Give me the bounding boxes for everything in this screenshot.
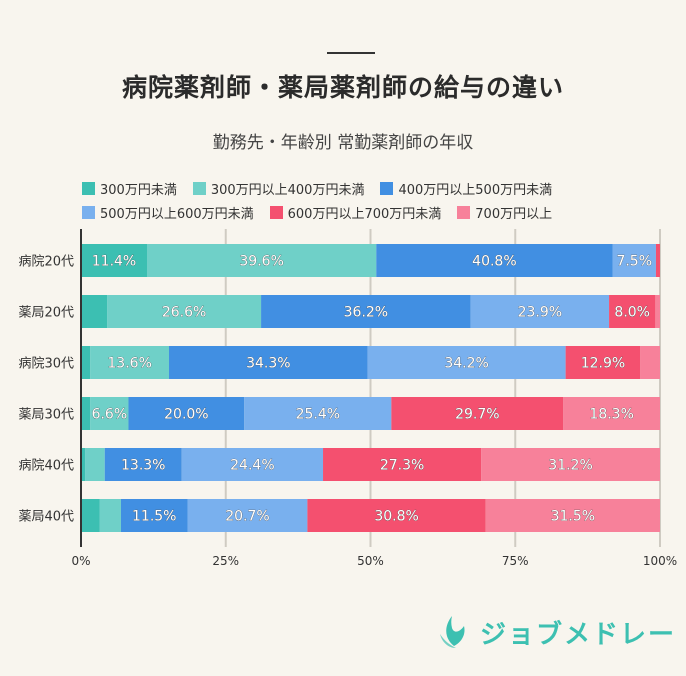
jobmedley-logo-icon	[440, 616, 465, 648]
bar-segment	[367, 346, 566, 379]
legend-row: 300万円未満 300万円以上400万円未満 400万円以上500万円未満	[82, 176, 672, 200]
data-label: 26.6%	[162, 305, 206, 321]
legend-swatch	[269, 205, 283, 219]
data-label: 34.3%	[246, 356, 290, 372]
bar-segment	[120, 499, 188, 532]
bar-segment	[187, 499, 308, 532]
legend-swatch	[82, 181, 95, 195]
bar-segment	[485, 499, 660, 532]
legend-label: 500万円以上600万円未満	[100, 206, 254, 222]
bar-segment	[81, 346, 91, 379]
legend-item: 300万円未満	[82, 179, 177, 198]
category-label: 薬局40代	[18, 510, 74, 525]
legend-swatch	[192, 181, 206, 195]
bar-segment	[90, 346, 170, 379]
bar-segment	[107, 295, 262, 328]
category-label: 薬局20代	[18, 306, 74, 321]
legend-item: 600万円以上700万円未満	[269, 203, 442, 222]
data-label: 24.4%	[230, 458, 274, 474]
bar-segment	[99, 499, 121, 532]
legend-swatch	[82, 205, 95, 219]
legend-label: 700万円以上	[475, 206, 553, 222]
bar-segment	[81, 295, 108, 328]
bar-segment	[655, 295, 660, 328]
legend-swatch	[457, 205, 471, 219]
legend-item: 300万円以上400万円未満	[192, 179, 365, 198]
data-label: 36.2%	[344, 305, 388, 321]
data-label: 29.7%	[455, 407, 499, 423]
legend: 300万円未満 300万円以上400万円未満 400万円以上500万円未満 500万…	[82, 176, 672, 224]
category-label: 病院30代	[18, 357, 74, 372]
bar-segment	[376, 244, 613, 277]
bar-segment	[128, 397, 245, 430]
bar-segment	[181, 448, 324, 481]
bar-segment	[85, 448, 105, 481]
bar-segment	[563, 397, 660, 430]
x-tick-label: 75%	[502, 554, 529, 568]
bar-segment	[261, 295, 471, 328]
bar-segment	[81, 448, 86, 481]
data-label: 18.3%	[589, 407, 633, 423]
data-label: 31.2%	[548, 458, 592, 474]
bar-segment	[81, 499, 100, 532]
data-label: 11.4%	[92, 254, 136, 270]
x-tick-label: 25%	[212, 554, 239, 568]
brand-logo: ジョブメドレー	[432, 612, 676, 652]
data-label: 6.6%	[92, 407, 128, 423]
chart-subtitle: 勤務先・年齢別 常勤薬剤師の年収	[212, 133, 474, 153]
bar-segment	[612, 244, 656, 277]
legend-row: 500万円以上600万円未満 600万円以上700万円未満 700万円以上	[82, 200, 672, 224]
legend-label: 300万円未満	[100, 182, 177, 198]
data-label: 40.8%	[472, 254, 516, 270]
bar-segment	[565, 346, 641, 379]
data-label: 30.8%	[374, 509, 418, 525]
legend-item: 700万円以上	[457, 203, 552, 222]
bar-segment	[147, 244, 377, 277]
data-label: 20.0%	[164, 407, 208, 423]
data-label: 11.5%	[132, 509, 176, 525]
bar-segment	[169, 346, 368, 379]
bar-segment	[655, 244, 660, 277]
data-label: 13.3%	[121, 458, 165, 474]
bar-segment	[90, 397, 129, 430]
bar-segment	[244, 397, 392, 430]
data-label: 13.6%	[107, 356, 151, 372]
legend-label: 400万円以上500万円未満	[398, 182, 553, 198]
legend-swatch	[380, 181, 394, 195]
chart-title: 病院薬剤師・薬局薬剤師の給与の違い	[121, 73, 564, 102]
bar-segment	[391, 397, 564, 430]
x-tick-label: 50%	[357, 554, 384, 568]
legend-label: 600万円以上700万円未満	[287, 206, 442, 222]
data-label: 34.2%	[444, 356, 488, 372]
data-label: 39.6%	[239, 254, 283, 270]
data-label: 31.5%	[551, 509, 595, 525]
data-label: 7.5%	[616, 254, 652, 270]
legend-item: 500万円以上600万円未満	[82, 203, 254, 222]
data-label: 20.7%	[225, 509, 269, 525]
bar-segment	[81, 244, 148, 277]
data-label: 27.3%	[380, 458, 424, 474]
title-rule	[327, 52, 375, 54]
legend-item: 400万円以上500万円未満	[380, 179, 552, 198]
bar-segment	[307, 499, 486, 532]
x-tick-label: 0%	[71, 554, 90, 568]
bar-segment	[104, 448, 182, 481]
category-label: 薬局30代	[18, 408, 74, 423]
x-tick-label: 100%	[643, 554, 677, 568]
data-label: 23.9%	[518, 305, 562, 321]
logo-text: ジョブメドレー	[480, 619, 677, 650]
category-label: 病院40代	[18, 459, 74, 474]
bar-segment	[640, 346, 660, 379]
stacked-bar-chart: 病院20代 11.4% 39.6% 40.8% 7.5% 薬局20代 26.6% 36.2% 2…	[18, 229, 677, 568]
data-label: 8.0%	[614, 305, 650, 321]
legend-label: 300万円以上400万円未満	[210, 182, 365, 198]
bar-segment	[81, 397, 91, 430]
bar-segment	[323, 448, 482, 481]
bar-segment	[470, 295, 610, 328]
data-label: 25.4%	[296, 407, 340, 423]
bar-segment	[481, 448, 660, 481]
data-label: 12.9%	[581, 356, 625, 372]
bar-segment	[609, 295, 656, 328]
category-label: 病院20代	[18, 255, 74, 270]
